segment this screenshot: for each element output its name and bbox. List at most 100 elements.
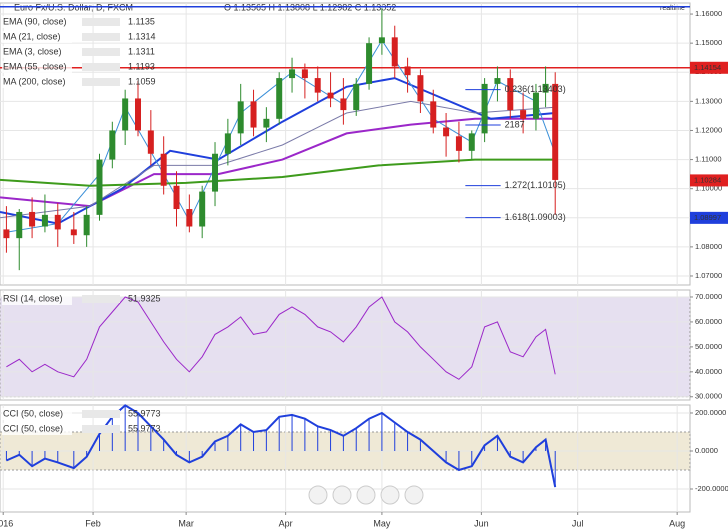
candle-body (430, 101, 437, 128)
legend-name: CCI (50, close) (3, 408, 63, 418)
candle-body (173, 185, 180, 210)
legend-box (2, 31, 72, 43)
legend-icon (82, 18, 120, 26)
indicator-line (0, 158, 556, 187)
y-tick-label: 1.11000 (695, 155, 722, 164)
fib-label: 0.236(1.13403) (505, 84, 566, 94)
candle-body (135, 98, 141, 131)
legend-box (2, 76, 72, 88)
candle-body (391, 37, 398, 67)
candle-body (3, 229, 10, 239)
candle-body (520, 110, 527, 119)
y-tick-label: 1.12000 (695, 125, 722, 134)
fib-label: 1.272(1.10105) (505, 180, 566, 190)
candle-body (481, 83, 488, 134)
x-tick-label: Feb (85, 518, 101, 528)
indicator-line (0, 100, 556, 219)
candle-body (160, 153, 167, 186)
candle-body (212, 153, 219, 192)
candle-body (468, 133, 475, 151)
zoom-out[interactable] (332, 485, 352, 505)
candle-body (41, 214, 48, 227)
zoom-in[interactable] (380, 485, 400, 505)
y-tick-label: 1.13000 (695, 96, 722, 105)
legend-value: 51.9325 (128, 293, 161, 303)
candle-body (532, 92, 539, 119)
legend-box (2, 61, 72, 73)
legend-name: CCI (50, close) (3, 423, 63, 433)
y-tick-label: 40.0000 (695, 367, 722, 376)
price-label: 1.10284 (694, 175, 721, 184)
price-label-box (690, 174, 728, 187)
x-tick-label: Jul (572, 518, 584, 528)
candle-body (250, 101, 257, 128)
y-tick-label: 200.0000 (695, 408, 726, 417)
candle-body (29, 211, 36, 227)
candle-body (16, 211, 23, 239)
legend-icon (82, 78, 120, 86)
candle-body (507, 78, 514, 111)
candle-body (96, 159, 103, 215)
candle-body (494, 78, 501, 84)
legend-box (2, 293, 72, 305)
candle-body (224, 133, 231, 154)
legend-box (2, 423, 72, 435)
legend-icon (82, 410, 120, 418)
candle-body (83, 214, 90, 236)
nav-left[interactable] (308, 485, 328, 505)
candle-body (443, 127, 450, 137)
x-tick-label: Aug (669, 518, 685, 528)
candle-body (327, 92, 334, 99)
navigation-buttons (308, 485, 424, 505)
x-tick-label: Mar (178, 518, 194, 528)
legend-icon (82, 425, 120, 433)
candle-body (301, 69, 308, 79)
candle-body (263, 118, 270, 128)
candle-body (417, 75, 424, 102)
x-tick-label: Jun (474, 518, 489, 528)
panel-frame (0, 2, 691, 286)
y-tick-label: 1.07000 (695, 271, 722, 280)
candle-body (552, 83, 559, 180)
legend-box (2, 16, 72, 28)
y-tick-label: 1.08000 (695, 242, 722, 251)
price-label-box (690, 211, 728, 224)
candle-body (378, 37, 385, 44)
candle-body (314, 78, 321, 93)
candle-body (109, 130, 116, 160)
candle-body (54, 214, 61, 230)
candle-body (147, 130, 154, 154)
reset[interactable] (356, 485, 376, 505)
legend-name: EMA (3, close) (3, 46, 62, 56)
candle-body (70, 229, 77, 236)
legend-name: EMA (90, close) (3, 16, 67, 26)
candle-body (542, 83, 549, 93)
legend-icon (82, 295, 120, 303)
legend-value: 1.1314 (128, 31, 156, 41)
legend-value: 1.1135 (128, 16, 155, 26)
price-label-box (690, 61, 728, 74)
candle-body (122, 98, 129, 131)
candle-body (455, 136, 462, 151)
realtime-label: realtime (660, 5, 685, 12)
candle-body (237, 101, 244, 134)
x-tick-label: 2016 (0, 518, 13, 528)
candle-body (404, 66, 411, 76)
legend-value: 55.9773 (128, 423, 161, 433)
candle-body (366, 43, 373, 84)
y-tick-label: 60.0000 (695, 317, 722, 326)
legend-value: 1.1193 (128, 61, 155, 71)
price-label: 1.14154 (694, 63, 721, 72)
nav-right[interactable] (404, 485, 424, 505)
candle-body (276, 78, 283, 119)
legend-icon (82, 48, 120, 56)
x-tick-label: Apr (279, 518, 293, 528)
candle-body (340, 98, 347, 111)
candle-body (289, 69, 296, 79)
candle-body (353, 83, 360, 111)
legend-value: 55.9773 (128, 408, 161, 418)
y-tick-label: 70.0000 (695, 292, 722, 301)
legend-box (2, 46, 72, 58)
legend-name: MA (21, close) (3, 31, 61, 41)
